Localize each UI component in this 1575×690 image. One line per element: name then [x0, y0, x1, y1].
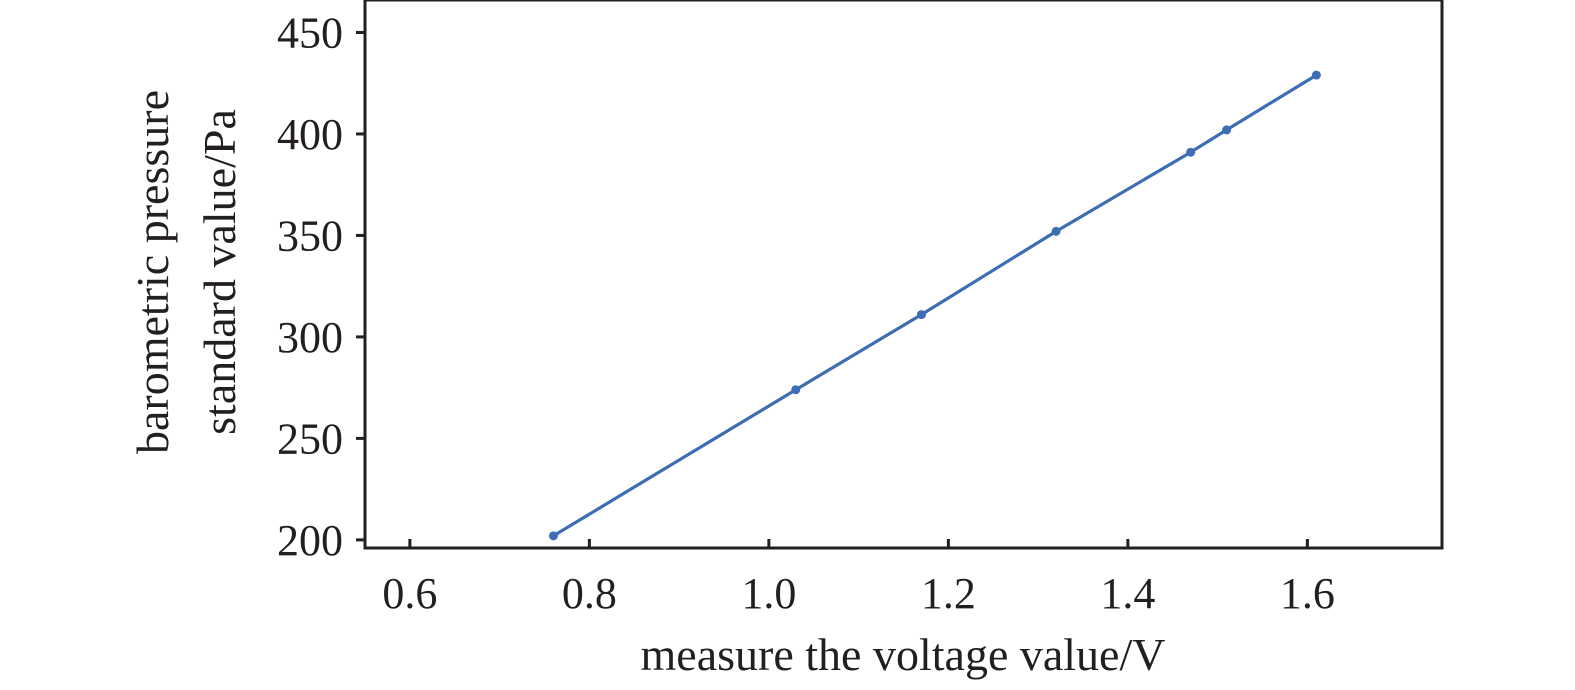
y-tick-label: 450 [277, 8, 343, 57]
data-point [548, 531, 558, 541]
y-axis-ticks: 200 250 300 350 400 450 [277, 8, 365, 565]
x-tick-label: 0.6 [382, 569, 437, 618]
plot-frame [363, 0, 1444, 550]
data-point [1186, 147, 1196, 157]
x-tick-label: 0.8 [562, 569, 617, 618]
y-tick-label: 250 [277, 414, 343, 463]
x-tick-label: 1.0 [741, 569, 796, 618]
y-axis-label: barometric pressure standard value/Pa [127, 90, 245, 454]
data-point [1051, 226, 1061, 236]
data-point [791, 385, 801, 395]
y-tick-label: 350 [277, 211, 343, 260]
x-tick-label: 1.6 [1280, 569, 1335, 618]
y-tick-label: 200 [277, 516, 343, 565]
data-point [916, 310, 926, 320]
x-tick-label: 1.4 [1100, 569, 1155, 618]
series-line [552, 73, 1318, 538]
x-tick-label: 1.2 [921, 569, 976, 618]
y-tick-label: 300 [277, 313, 343, 362]
y-axis-label-line-1: barometric pressure [127, 90, 178, 454]
x-axis-ticks: 0.6 0.8 1.0 1.2 1.4 1.6 [382, 539, 1335, 618]
x-axis-label: measure the voltage value/V [641, 629, 1166, 680]
series-group [548, 70, 1321, 541]
data-point [1311, 70, 1321, 80]
y-axis-label-line-2: standard value/Pa [194, 109, 245, 435]
y-tick-label: 400 [277, 110, 343, 159]
data-point [1222, 125, 1232, 135]
